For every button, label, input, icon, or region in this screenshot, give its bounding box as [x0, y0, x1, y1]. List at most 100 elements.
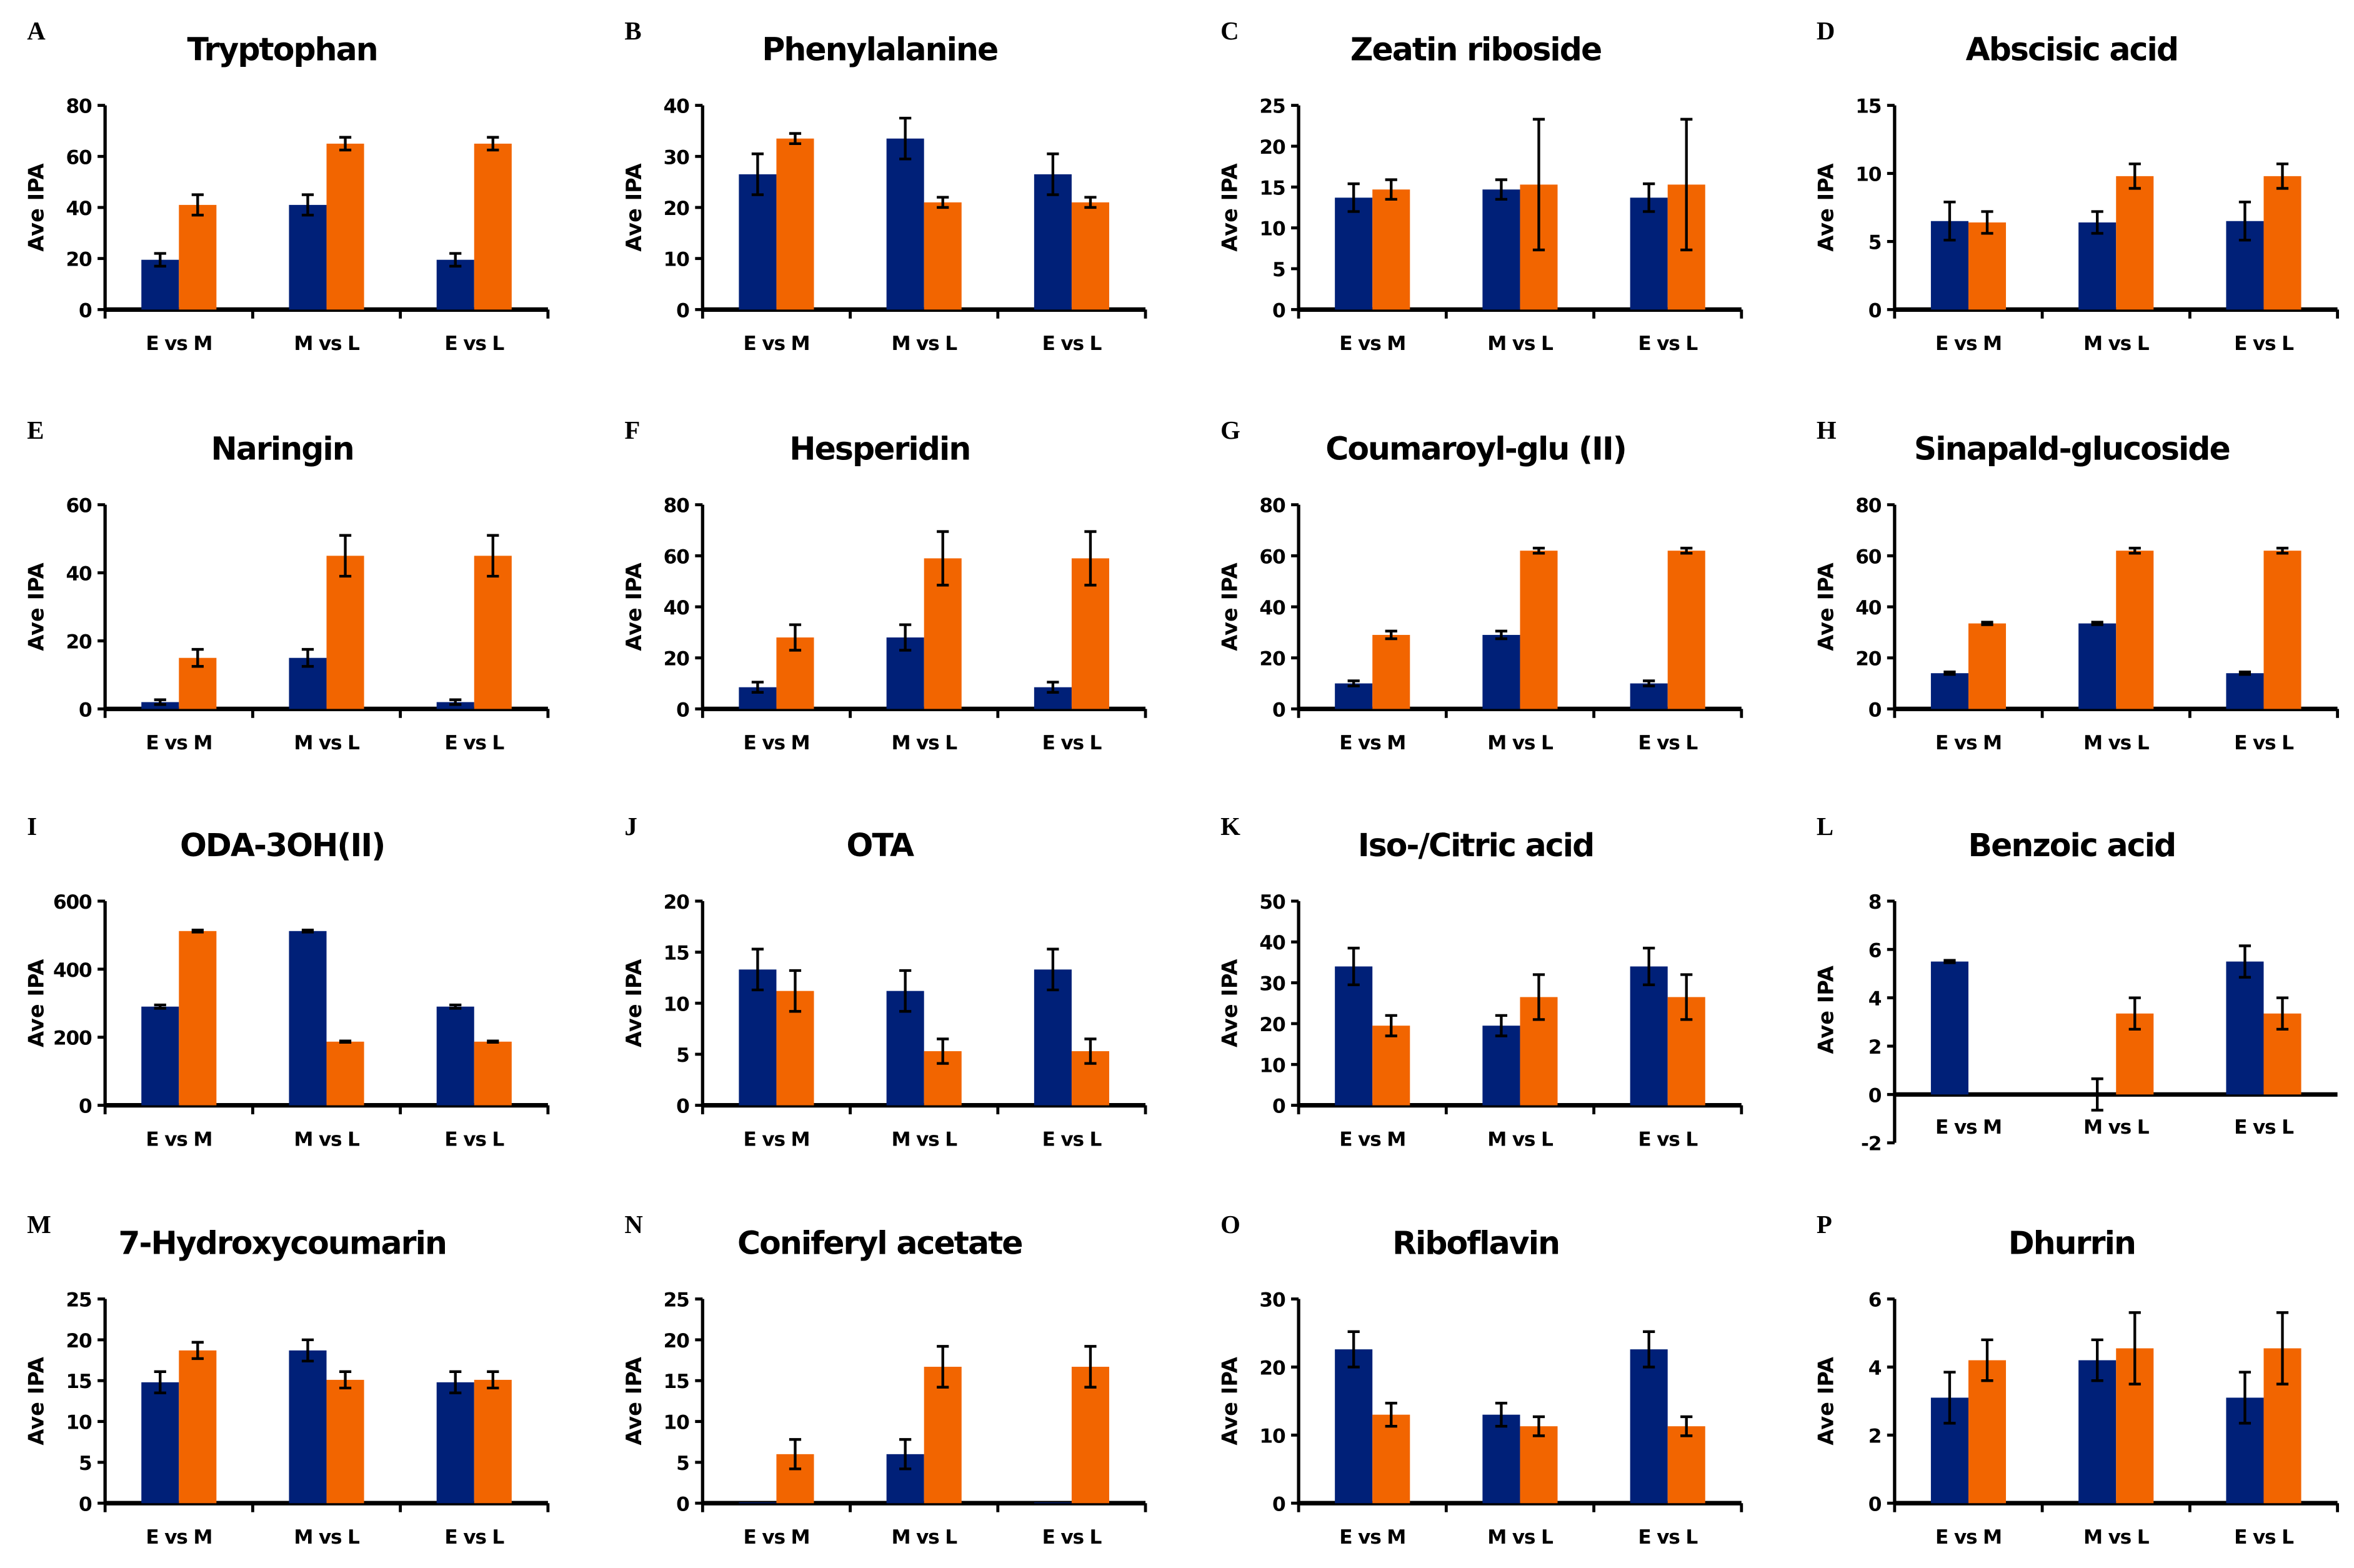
error-bar — [1981, 210, 1993, 235]
x-tick-label: E vs L — [1042, 1128, 1102, 1151]
x-tick-label: E vs L — [2234, 332, 2294, 355]
y-tick-label: 80 — [66, 96, 92, 118]
panel-title: Naringin — [211, 431, 354, 467]
error-bar — [1385, 1014, 1397, 1037]
error-bar — [789, 132, 802, 146]
panel-F: F Hesperidin Ave IPA 0 20 40 60 80 E vs M M vs L E… — [622, 416, 1147, 754]
error-bar — [1532, 117, 1545, 252]
panel-title: Benzoic acid — [1968, 827, 2176, 864]
x-tick-label: M vs L — [294, 332, 360, 355]
error-bar — [937, 1037, 949, 1065]
error-bar — [154, 1370, 166, 1394]
bar — [179, 931, 217, 1106]
x-tick-label: M vs L — [294, 732, 360, 754]
panel-letter: D — [1817, 17, 1835, 45]
y-tick-label: 80 — [1259, 495, 1285, 517]
y-tick-label: 600 — [53, 891, 92, 914]
x-tick-label: E vs M — [744, 1526, 810, 1549]
bar — [1968, 1360, 2007, 1504]
bar — [326, 1041, 364, 1106]
x-tick-label: E vs M — [744, 332, 810, 355]
bar — [2078, 222, 2117, 310]
y-tick-label: 0 — [676, 699, 689, 721]
bar — [2116, 176, 2154, 310]
bar — [1335, 197, 1373, 310]
error-bar — [2276, 996, 2289, 1031]
error-bar — [2128, 996, 2141, 1031]
y-axis-label: Ave IPA — [622, 1357, 646, 1445]
panel-title: 7-Hydroxycoumarin — [118, 1224, 446, 1261]
bar — [436, 259, 474, 310]
error-bar — [339, 534, 352, 578]
x-tick-label: M vs L — [1487, 332, 1554, 355]
bar — [886, 138, 924, 310]
error-bar — [1495, 1014, 1508, 1037]
bar — [474, 1041, 512, 1106]
x-tick-label: E vs L — [2234, 1116, 2294, 1139]
bar — [2116, 551, 2154, 709]
error-bar — [487, 534, 499, 578]
panel-title: Zeatin riboside — [1350, 31, 1601, 68]
x-tick-label: M vs L — [294, 1128, 360, 1151]
error-bar — [2238, 944, 2252, 979]
y-tick-label: 20 — [1855, 648, 1882, 671]
error-bar — [191, 929, 204, 934]
y-tick-label: 10 — [664, 993, 690, 1016]
error-bar — [937, 1345, 949, 1389]
error-bar — [154, 698, 166, 706]
y-tick-label: 5 — [676, 1452, 689, 1475]
bar — [474, 556, 512, 709]
x-tick-label: E vs L — [2234, 732, 2294, 754]
error-bar — [2091, 621, 2103, 626]
y-tick-label: 0 — [1868, 1084, 1882, 1107]
error-bar — [1943, 1371, 1956, 1425]
error-bar — [154, 252, 166, 268]
error-bar — [487, 1370, 499, 1390]
panel-title: Dhurrin — [2008, 1224, 2135, 1261]
y-tick-label: 0 — [676, 1096, 689, 1118]
y-tick-label: 40 — [66, 563, 92, 586]
y-tick-label: 20 — [1259, 1014, 1285, 1036]
panel-N: N Coniferyl acetate Ave IPA 0 5 10 15 20 25 E vs … — [622, 1211, 1147, 1549]
error-bar — [2276, 1311, 2289, 1386]
panel-title: Coumaroyl-glu (II) — [1325, 431, 1626, 467]
y-tick-label: 60 — [66, 146, 92, 169]
error-bar — [1643, 1330, 1655, 1369]
bar — [2226, 673, 2264, 709]
error-bar — [339, 1039, 352, 1044]
y-tick-label: 0 — [1272, 299, 1285, 322]
x-tick-label: E vs M — [1339, 1526, 1405, 1549]
error-bar — [1047, 152, 1059, 196]
y-axis-label: Ave IPA — [24, 562, 49, 651]
y-tick-label: 40 — [1855, 597, 1882, 619]
error-bar — [487, 1039, 499, 1044]
bar — [289, 1350, 327, 1504]
panel-title: OTA — [846, 827, 914, 864]
error-bar — [937, 530, 949, 587]
error-bar — [2238, 201, 2252, 242]
panel-J: J OTA Ave IPA 0 5 10 15 20 E vs M M vs L E vs L — [622, 812, 1147, 1151]
panel-C: C Zeatin riboside Ave IPA 0 5 10 15 20 25 E vs M M… — [1218, 17, 1743, 355]
panel-letter: I — [27, 812, 37, 841]
y-tick-label: 20 — [1259, 136, 1285, 159]
error-bar — [487, 136, 499, 152]
panel-title: Abscisic acid — [1966, 31, 2178, 68]
panel-title: Riboflavin — [1392, 1224, 1559, 1261]
y-tick-label: 4 — [1868, 1357, 1882, 1379]
x-tick-label: E vs M — [1935, 1526, 2002, 1549]
y-tick-label: 10 — [1259, 1054, 1285, 1077]
error-bar — [1981, 1338, 1993, 1382]
panel-P: P Dhurrin Ave IPA 0 2 4 6 E vs M M vs L E vs L — [1813, 1211, 2339, 1549]
bar — [1372, 1026, 1410, 1106]
y-axis-label: Ave IPA — [24, 1357, 49, 1445]
y-tick-label: 80 — [664, 495, 690, 517]
error-bar — [2128, 546, 2141, 555]
y-axis-label: Ave IPA — [622, 959, 646, 1047]
y-tick-label: 400 — [53, 959, 92, 982]
panel-letter: K — [1220, 812, 1240, 841]
error-bar — [1084, 530, 1097, 587]
y-tick-label: 40 — [1259, 932, 1285, 954]
error-bar — [1495, 178, 1508, 201]
y-tick-label: 20 — [66, 1330, 92, 1352]
error-bar — [1084, 1345, 1097, 1389]
